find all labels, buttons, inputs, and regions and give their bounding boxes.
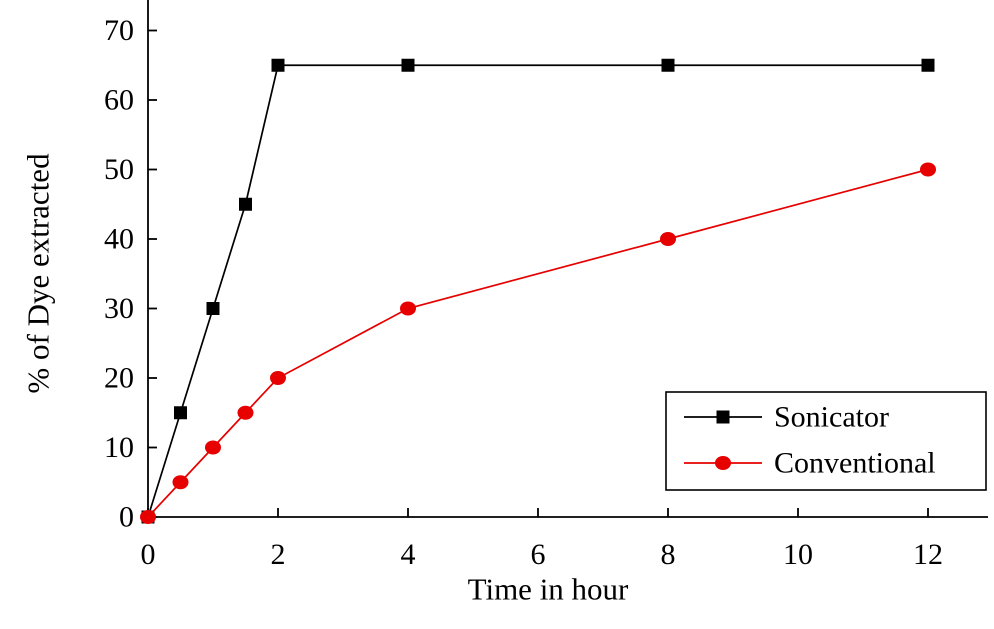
data-point-marker bbox=[172, 475, 189, 490]
y-tick-label: 30 bbox=[104, 292, 134, 325]
y-tick-label: 60 bbox=[104, 84, 134, 117]
data-point-marker bbox=[270, 371, 286, 385]
x-tick-label: 0 bbox=[141, 538, 156, 571]
legend-entry-conventional: Conventional bbox=[684, 447, 936, 480]
y-ticks: 0 10 20 30 40 50 60 70 bbox=[104, 14, 157, 534]
legend: Sonicator Conventional bbox=[665, 391, 987, 491]
legend-marker bbox=[716, 410, 730, 424]
x-ticks: 0 2 4 6 8 10 12 bbox=[141, 508, 943, 571]
y-axis-title: % of Dye extracted bbox=[21, 153, 56, 394]
data-point-marker bbox=[237, 405, 254, 420]
y-tick-label: 10 bbox=[104, 431, 134, 464]
y-tick-label: 50 bbox=[104, 153, 134, 186]
x-tick-label: 10 bbox=[783, 538, 813, 571]
series-line bbox=[147, 64, 928, 518]
data-point-marker bbox=[239, 197, 252, 211]
data-point-marker bbox=[271, 58, 285, 72]
y-tick-label: 20 bbox=[104, 362, 134, 395]
data-point-marker bbox=[920, 162, 936, 177]
y-tick-label: 40 bbox=[104, 223, 134, 256]
legend-entry-sonicator: Sonicator bbox=[684, 401, 889, 434]
x-tick-label: 6 bbox=[531, 538, 546, 571]
data-point-marker bbox=[660, 232, 676, 246]
x-tick-label: 4 bbox=[401, 538, 416, 571]
y-tick-label: 70 bbox=[104, 14, 134, 47]
series-conventional bbox=[140, 162, 936, 524]
data-point-marker bbox=[140, 510, 156, 524]
data-point-marker bbox=[921, 58, 935, 72]
data-point-marker bbox=[174, 406, 187, 420]
data-point-marker bbox=[661, 58, 675, 72]
x-axis-title: Time in hour bbox=[468, 571, 629, 606]
y-tick-label: 0 bbox=[119, 501, 134, 534]
x-tick-label: 2 bbox=[271, 538, 286, 571]
x-tick-label: 12 bbox=[913, 538, 943, 571]
data-point-marker bbox=[401, 58, 415, 72]
x-tick-label: 8 bbox=[661, 538, 676, 571]
data-point-marker bbox=[400, 301, 416, 316]
legend-label: Sonicator bbox=[774, 401, 889, 434]
data-point-marker bbox=[205, 440, 221, 455]
legend-box bbox=[665, 391, 987, 491]
axes bbox=[147, 0, 988, 518]
data-point-marker bbox=[206, 302, 220, 315]
legend-marker bbox=[715, 456, 731, 470]
series-line bbox=[147, 168, 929, 518]
legend-label: Conventional bbox=[774, 447, 936, 480]
